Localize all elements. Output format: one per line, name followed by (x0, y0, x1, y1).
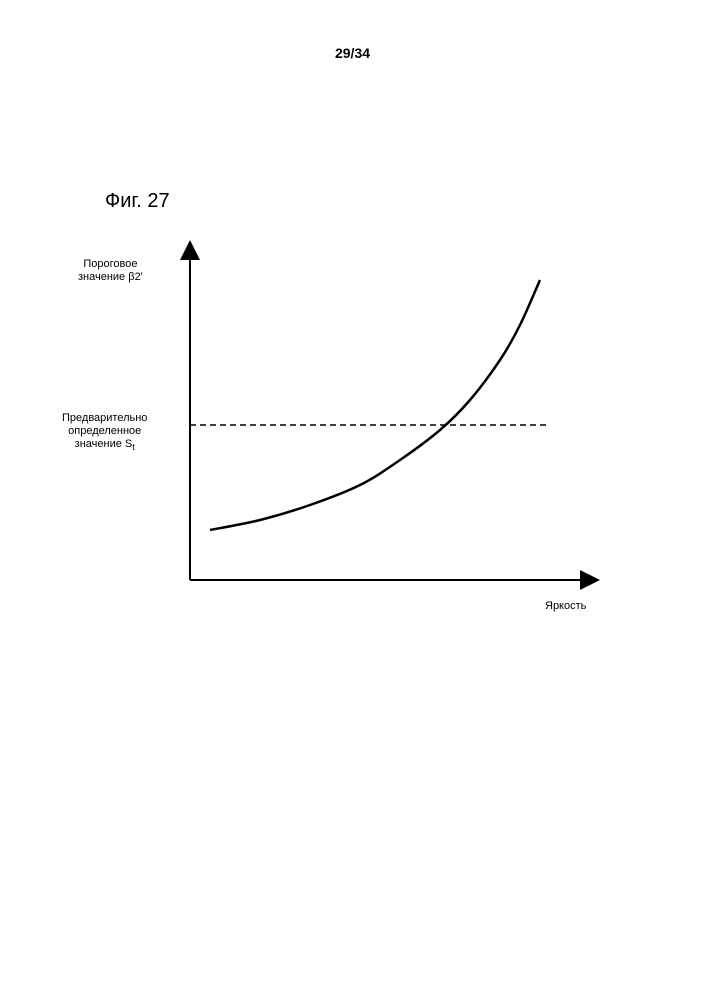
x-axis-label: Яркость (545, 600, 586, 612)
ref-label-line1: Предварительно (62, 412, 147, 424)
y-axis-label-line1: Пороговое (83, 258, 137, 270)
ref-label-subscript: t (132, 443, 135, 453)
y-axis-label: Пороговое значение β2' (78, 258, 143, 284)
page-number: 29/34 (335, 45, 370, 61)
figure-title: Фиг. 27 (105, 190, 170, 213)
y-axis-label-line2: значение β2' (78, 271, 143, 283)
reference-line-label: Предварительно определенное значение St (62, 412, 147, 454)
ref-label-line2: определенное (68, 425, 141, 437)
curve (210, 280, 540, 530)
ref-label-line3: значение St (75, 438, 135, 450)
